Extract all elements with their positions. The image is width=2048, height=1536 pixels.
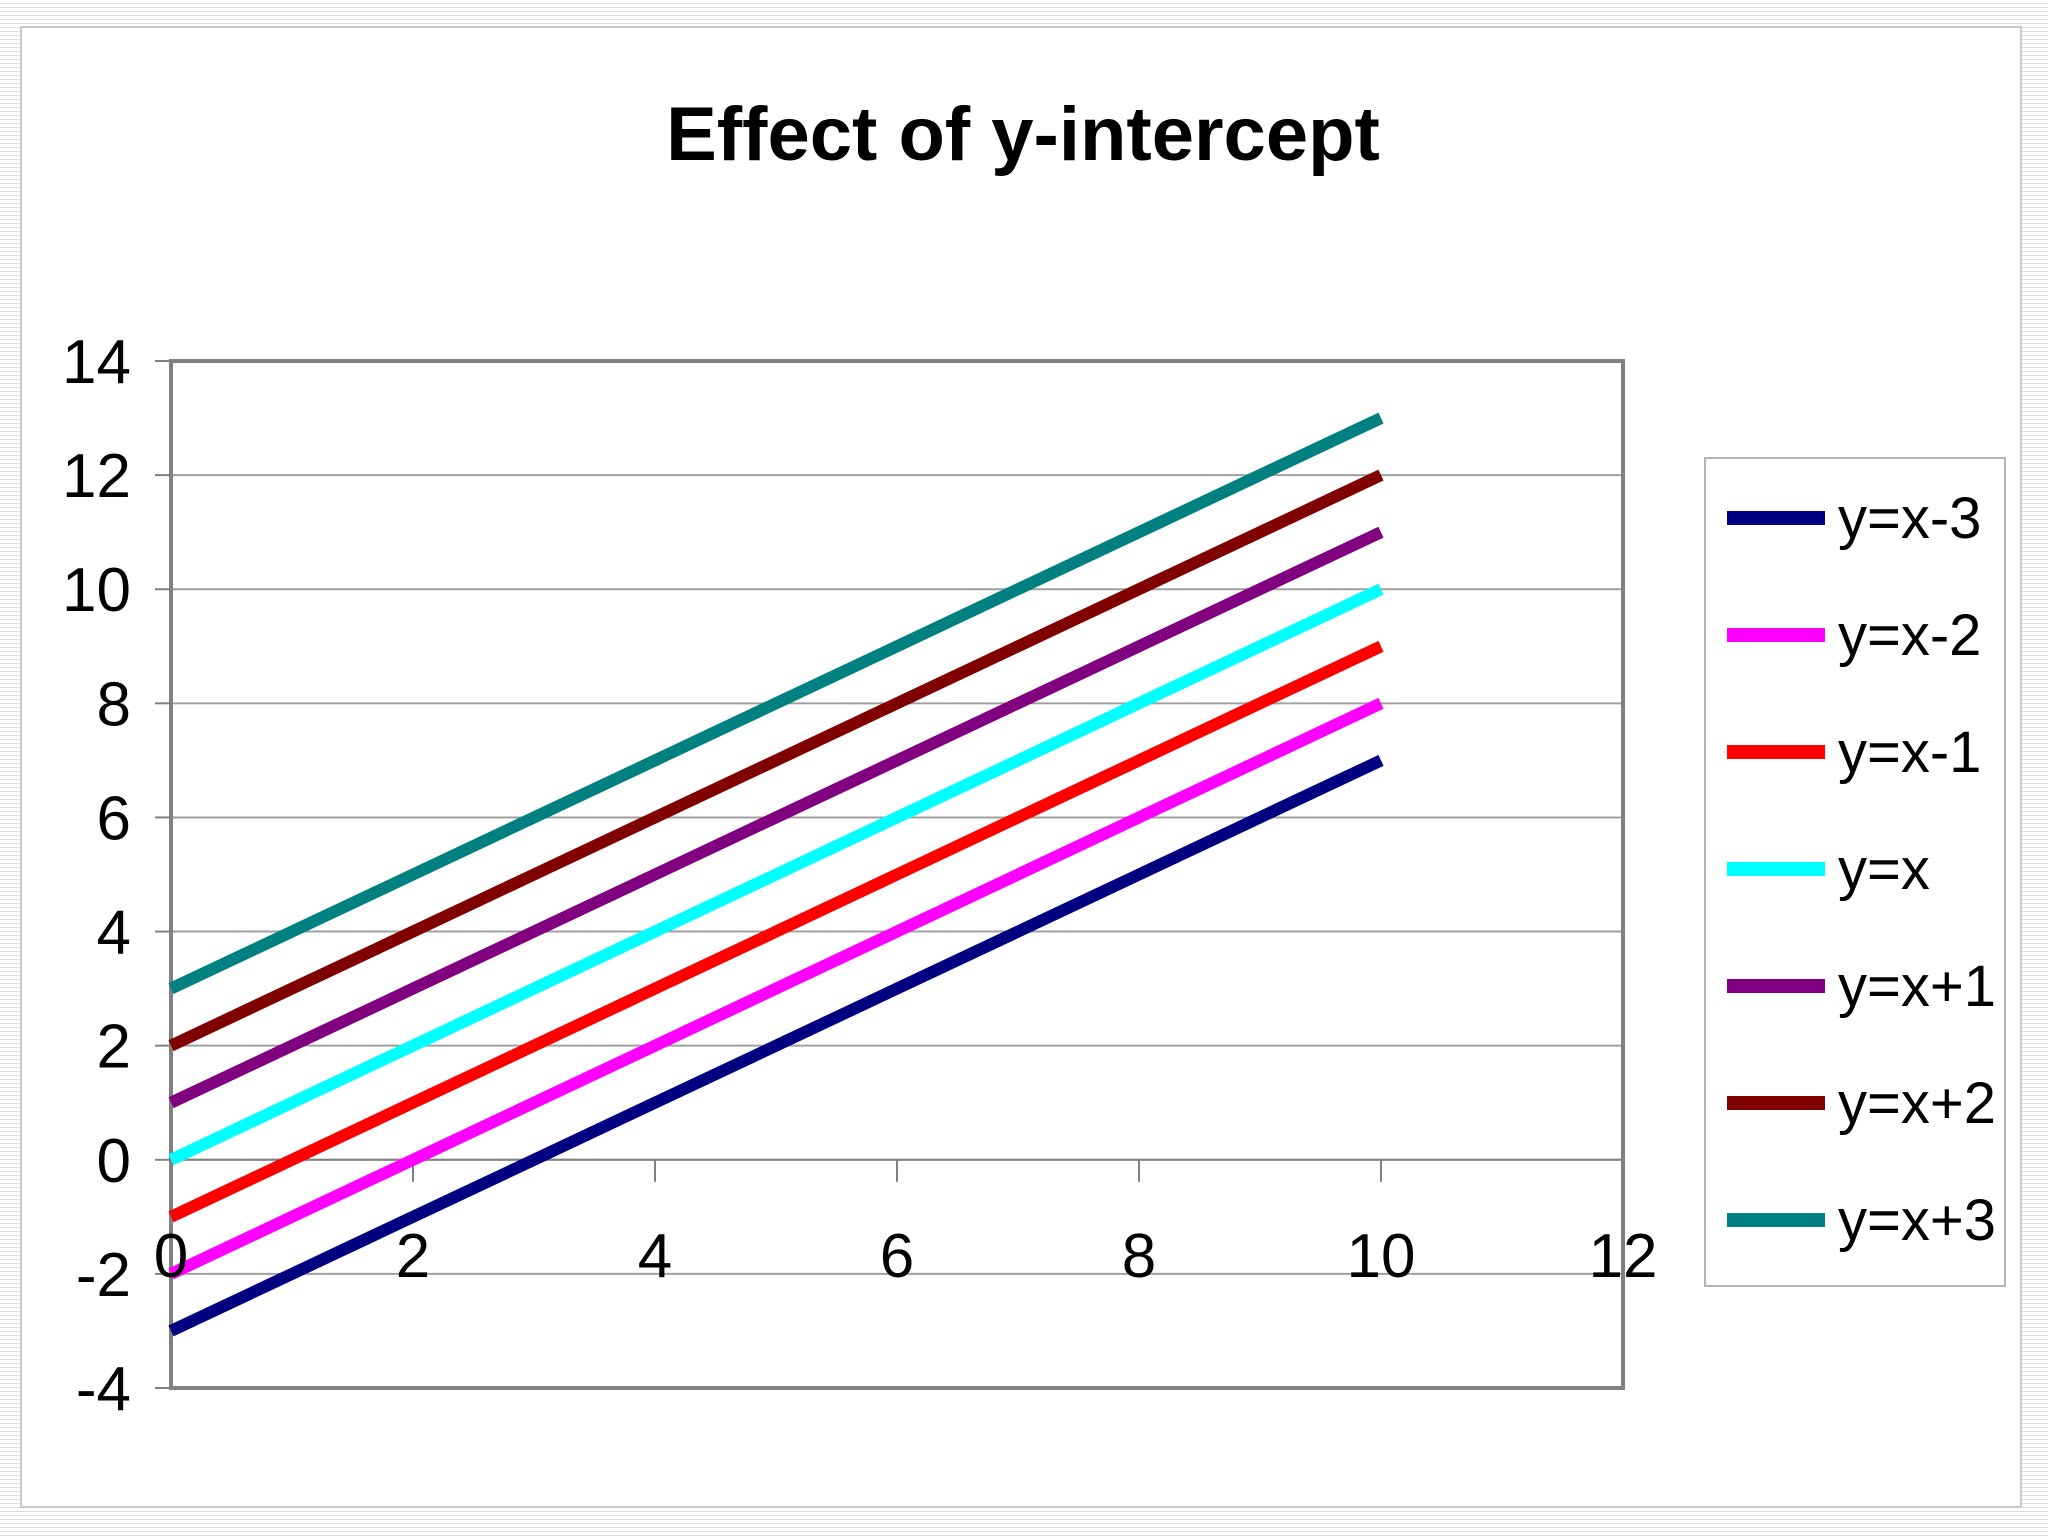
legend-label-4: y=x [1838, 837, 1930, 902]
y-tick-label-12: 12 [62, 442, 131, 511]
x-tick-label-2: 2 [396, 1222, 430, 1291]
legend-label-7: y=x+3 [1838, 1188, 1996, 1253]
series-line-7 [168, 412, 1384, 995]
y-tick-label--4: -4 [76, 1355, 131, 1424]
y-tick-label-14: 14 [62, 328, 131, 397]
chart-title: Effect of y-intercept [666, 92, 1380, 177]
tick-label-layer: -4 -2 0 2 4 6 8 10 12 14 0 2 4 6 8 10 12 [62, 328, 1657, 1424]
x-tick-label-8: 8 [1122, 1222, 1156, 1291]
x-tick-label-10: 10 [1347, 1222, 1416, 1291]
y-tick-label-2: 2 [97, 1013, 131, 1082]
y-tick-label-0: 0 [97, 1127, 131, 1196]
x-tick-label-4: 4 [638, 1222, 672, 1291]
x-tick-label-12: 12 [1589, 1222, 1658, 1291]
series-line-2 [168, 697, 1384, 1280]
legend: y=x-3 y=x-2 y=x-1 y=x y=x+1 y=x+2 y=x+3 [1727, 486, 1996, 1253]
chart-frame [20, 26, 2022, 1508]
y-tick-label-6: 6 [97, 784, 131, 853]
series-line-1 [168, 754, 1384, 1337]
y-tick-label--2: -2 [76, 1241, 131, 1310]
y-tick-label-4: 4 [97, 899, 131, 968]
x-tick-label-0: 0 [154, 1222, 188, 1291]
series-line-4 [168, 583, 1384, 1166]
y-tick-label-10: 10 [62, 556, 131, 625]
series-line-6 [168, 469, 1384, 1052]
series-layer [168, 412, 1384, 1337]
plot-area-border [169, 359, 1625, 1390]
legend-label-1: y=x-3 [1838, 486, 1981, 551]
legend-label-5: y=x+1 [1838, 954, 1996, 1019]
series-line-3 [168, 640, 1384, 1223]
x-tick-label-6: 6 [880, 1222, 914, 1291]
y-tick-label-8: 8 [97, 670, 131, 739]
series-line-5 [168, 526, 1384, 1109]
legend-label-3: y=x-1 [1838, 720, 1981, 785]
legend-label-2: y=x-2 [1838, 603, 1981, 668]
legend-label-6: y=x+2 [1838, 1071, 1996, 1136]
